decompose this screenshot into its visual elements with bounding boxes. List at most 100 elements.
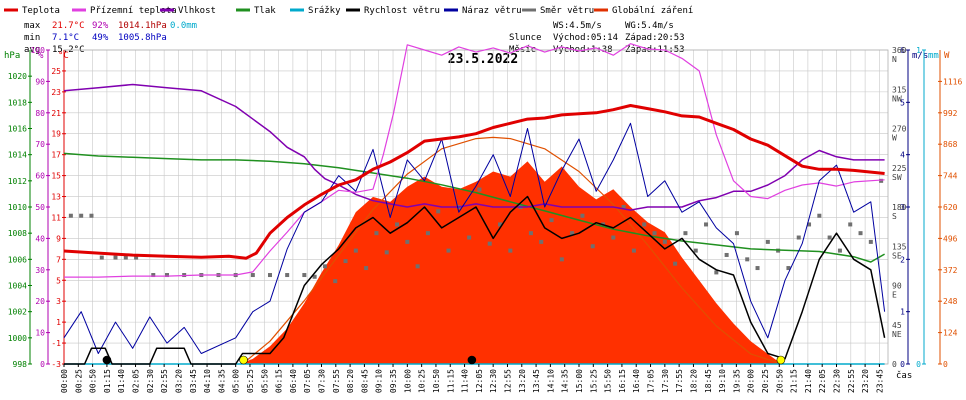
pressure-tick-label: 1006 <box>8 255 27 264</box>
pressure-tick-label: 1004 <box>8 282 27 291</box>
x-tick-label: 09:35 <box>389 369 398 393</box>
humidity-tick-label: 30 <box>35 266 45 275</box>
direction-point <box>285 273 290 278</box>
x-tick-label: 21:40 <box>804 369 813 393</box>
direction-tick-label: W <box>892 134 897 143</box>
wind-tick-label: 3 <box>900 203 905 212</box>
unit-temp: °C <box>58 51 69 61</box>
direction-point <box>580 213 585 218</box>
x-tick-label: 12:30 <box>489 369 498 393</box>
direction-point <box>745 257 750 262</box>
stat-max-label: max <box>24 21 41 31</box>
direction-point <box>611 235 616 240</box>
stat-min-pressure: 1005.8hPa <box>118 33 167 43</box>
x-tick-label: 20:00 <box>747 369 756 393</box>
direction-point <box>79 213 84 218</box>
direction-point <box>384 250 389 255</box>
direction-tick-label: SE <box>892 251 902 260</box>
direction-tick-label: SW <box>892 173 902 182</box>
pressure-tick-label: 1000 <box>8 334 27 343</box>
x-tick-label: 16:40 <box>632 369 641 393</box>
x-tick-label: 14:10 <box>546 369 555 393</box>
direction-point <box>765 239 770 244</box>
unit-pressure: hPa <box>4 51 20 61</box>
sun-moon-marker <box>102 355 112 365</box>
direction-point <box>858 231 863 236</box>
pressure-tick-label: 1008 <box>8 229 27 238</box>
unit-wind: m/s <box>912 51 928 61</box>
wind-speed-line <box>64 195 886 365</box>
x-tick-label: 20:25 <box>761 369 770 393</box>
x-tick-label: 21:15 <box>790 369 799 393</box>
temp-tick-label: 3 <box>56 297 61 306</box>
direction-point <box>477 187 482 192</box>
direction-point <box>467 235 472 240</box>
radiation-tick-label: 868 <box>943 140 958 149</box>
direction-point <box>631 248 636 253</box>
direction-point <box>89 213 94 218</box>
humidity-tick-label: 60 <box>35 172 45 181</box>
stat-max-humidity: 92% <box>92 21 109 31</box>
stat-max-pressure: 1014.1hPa <box>118 21 167 31</box>
radiation-tick-label: 0 <box>943 360 948 369</box>
radiation-tick-label: 496 <box>943 234 958 243</box>
wind-tick-label: 6 <box>900 46 905 55</box>
direction-point <box>343 259 348 264</box>
pressure-tick-label: 1012 <box>8 177 27 186</box>
x-tick-label: 17:30 <box>661 369 670 393</box>
temp-tick-label: 13 <box>51 193 61 202</box>
direction-point <box>113 255 118 260</box>
direction-point <box>353 248 358 253</box>
direction-point <box>879 178 884 183</box>
direction-point <box>559 257 564 262</box>
direction-point <box>724 252 729 257</box>
x-tick-label: 15:50 <box>604 369 613 393</box>
x-tick-label: 18:45 <box>704 369 713 393</box>
x-tick-label: 16:15 <box>618 369 627 393</box>
unit-rain: mm <box>928 51 939 61</box>
direction-point <box>68 213 73 218</box>
temp-tick-label: 15 <box>51 172 61 181</box>
direction-point <box>714 270 719 275</box>
x-tick-label: 10:25 <box>418 369 427 393</box>
direction-point <box>796 235 801 240</box>
temp-tick-label: 11 <box>51 213 61 222</box>
wind-tick-label: 1 <box>900 308 905 317</box>
x-tick-label: 01:40 <box>117 369 126 393</box>
direction-point <box>498 222 503 227</box>
x-tick-label: 04:10 <box>203 369 212 393</box>
direction-tick-label: 360 <box>892 46 907 55</box>
wind-gust-line <box>63 122 886 354</box>
x-tick-label: 12:55 <box>504 369 513 393</box>
x-tick-label: 05:25 <box>246 369 255 393</box>
pressure-tick-label: 1002 <box>8 308 27 317</box>
chart-date: 23.5.2022 <box>448 52 518 67</box>
direction-tick-label: E <box>892 291 897 300</box>
clear-sky-radiation-line <box>242 136 782 365</box>
humidity-tick-label: 10 <box>35 329 45 338</box>
sun-moon-marker <box>467 355 477 365</box>
pressure-tick-label: 1016 <box>8 125 27 134</box>
sun-moon-marker <box>239 355 248 365</box>
x-tick-label: 02:55 <box>160 369 169 393</box>
x-tick-label: 08:20 <box>346 369 355 393</box>
x-tick-label: 06:15 <box>275 369 284 393</box>
x-tick-label: 04:35 <box>217 369 226 393</box>
temp-tick-label: 7 <box>56 255 61 264</box>
direction-point <box>837 248 842 253</box>
legend-label: Rychlost větru <box>364 6 440 16</box>
x-tick-label: 10:50 <box>432 369 441 393</box>
direction-point <box>734 231 739 236</box>
legend-label: Globální záření <box>612 6 693 16</box>
x-tick-label: 02:30 <box>146 369 155 393</box>
x-tick-label: 01:15 <box>103 369 112 393</box>
pressure-tick-label: 1010 <box>8 203 27 212</box>
direction-point <box>539 239 544 244</box>
x-tick-label: 10:00 <box>403 369 412 393</box>
direction-point <box>99 255 104 260</box>
humidity-tick-label: 0 <box>40 360 45 369</box>
direction-point <box>817 213 822 218</box>
x-tick-label: 14:35 <box>561 369 570 393</box>
